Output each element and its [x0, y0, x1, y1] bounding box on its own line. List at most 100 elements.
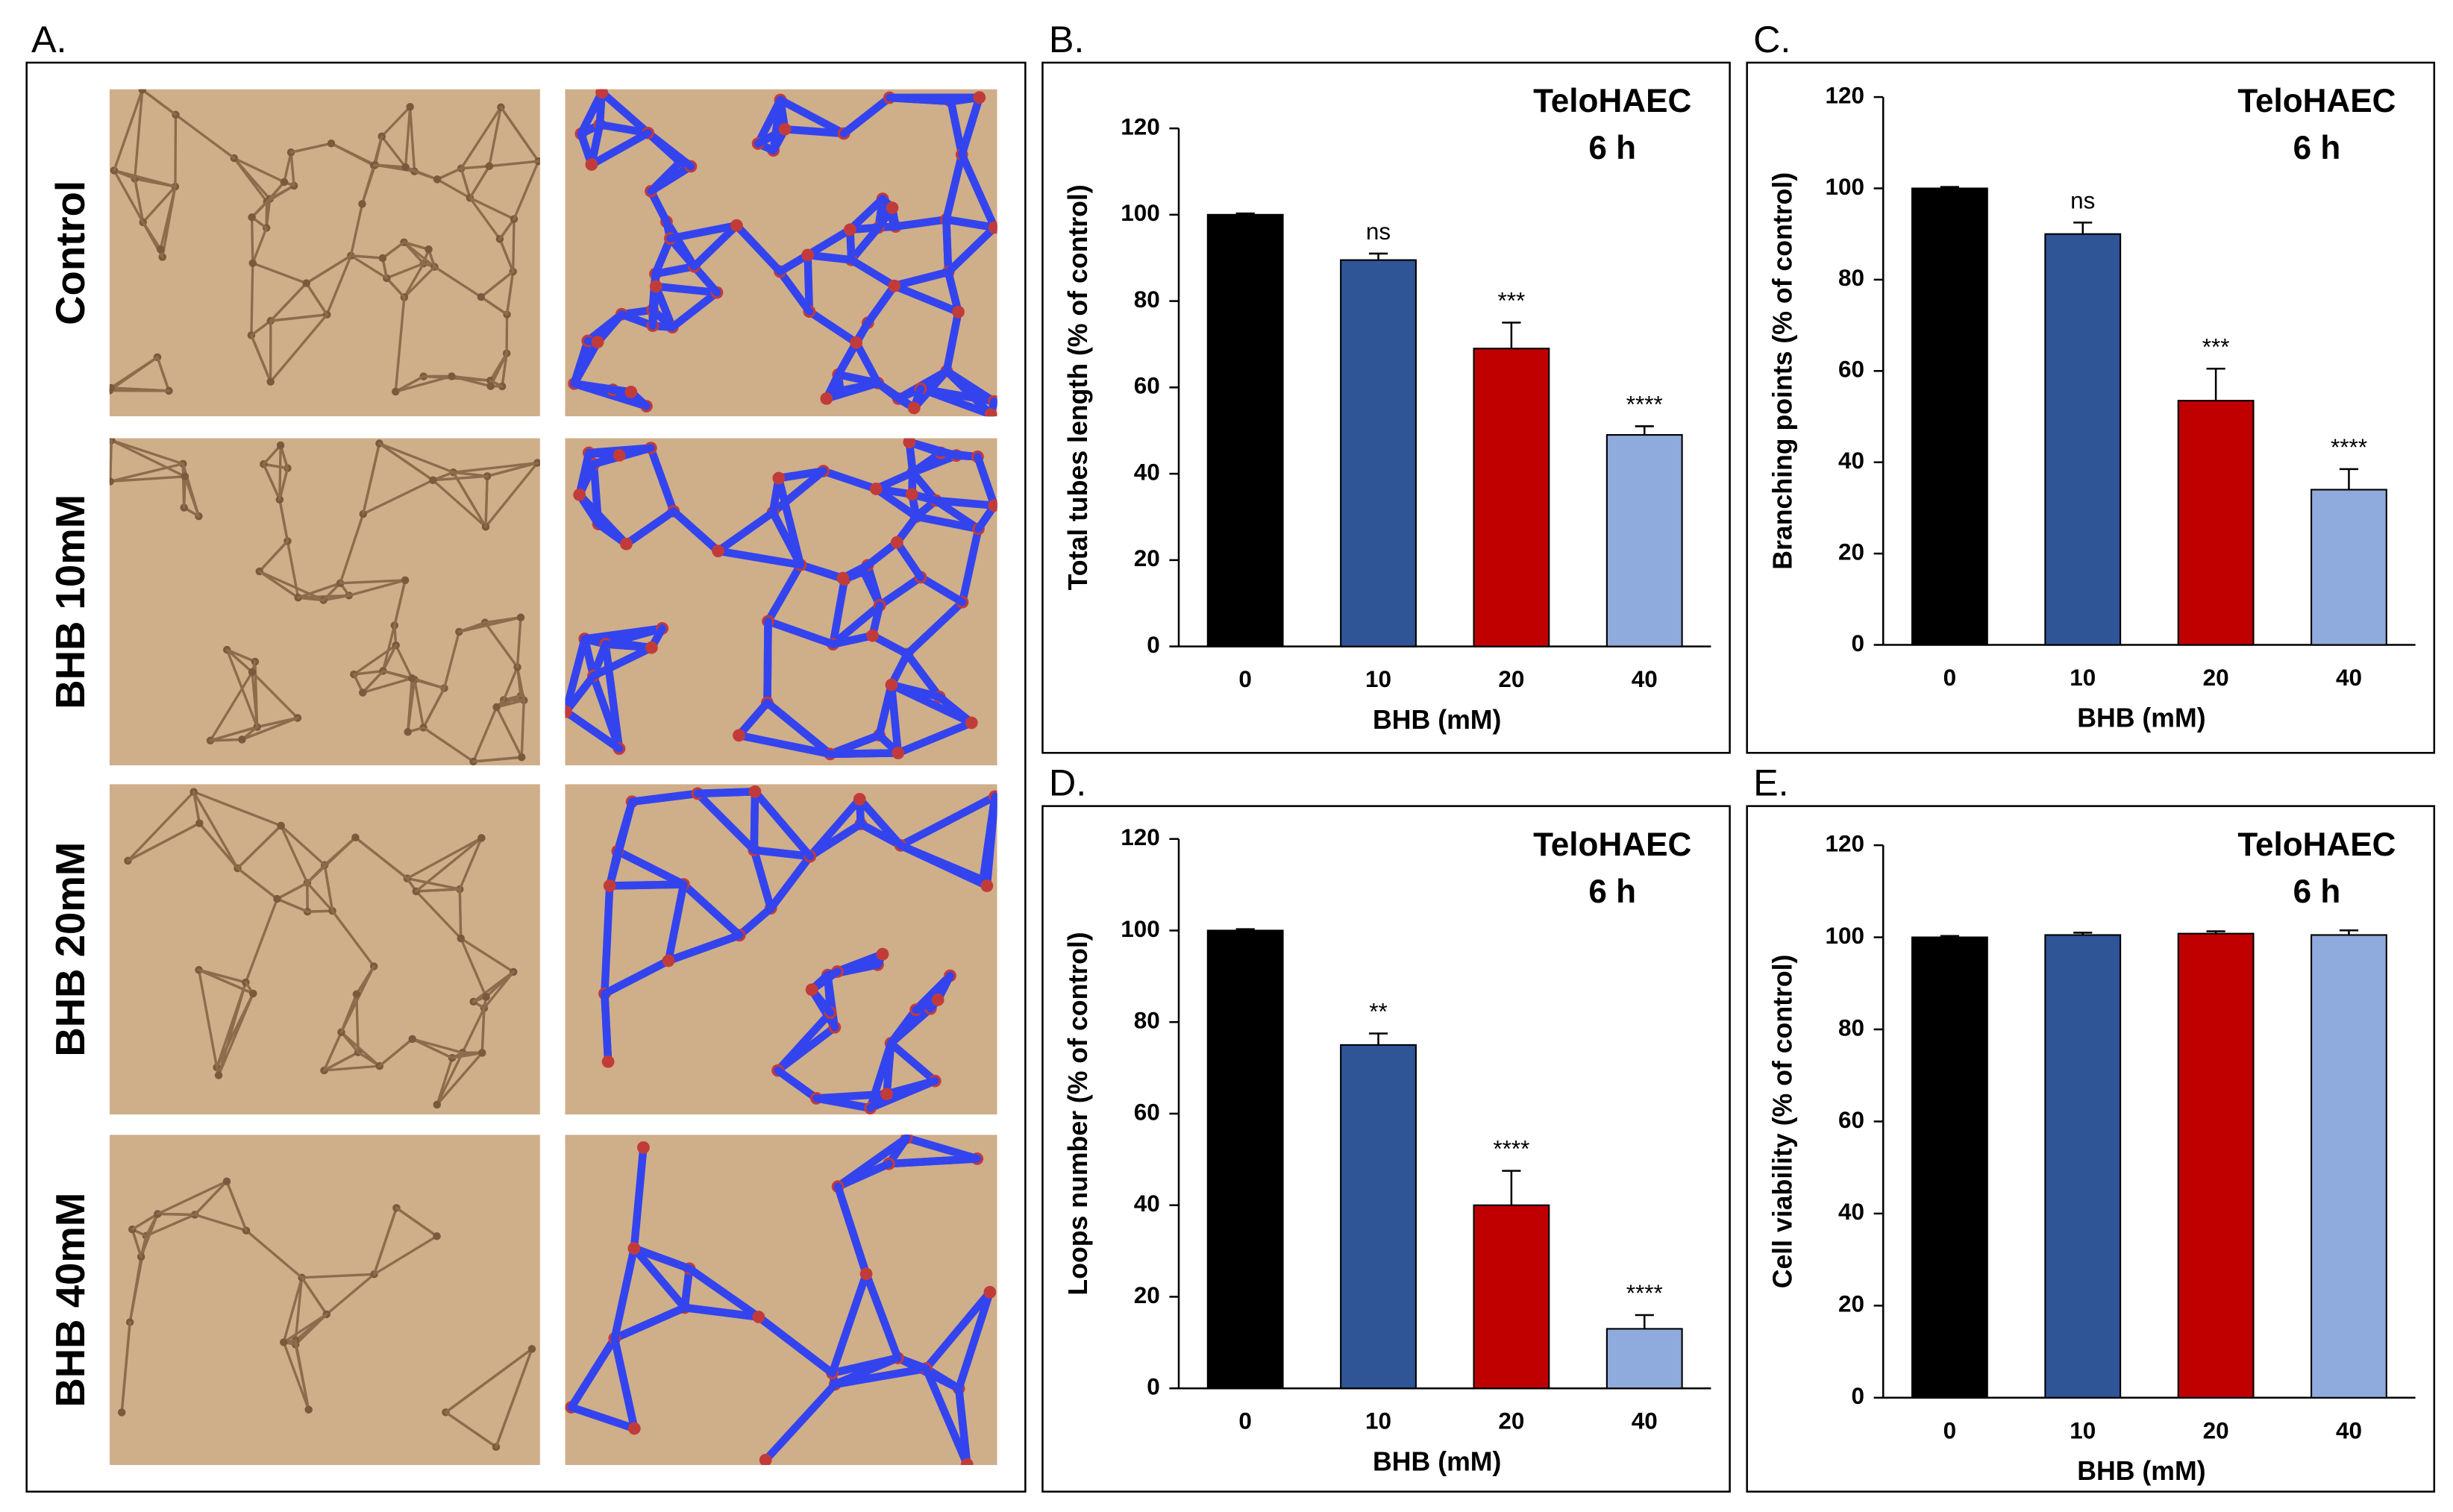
node: [888, 279, 901, 292]
tube: [651, 234, 674, 278]
tube: [714, 547, 805, 569]
tube: [768, 467, 827, 517]
tube: [875, 680, 896, 739]
tube: [250, 319, 272, 337]
tube: [776, 267, 814, 316]
tube: [381, 644, 398, 673]
tube: [886, 1039, 939, 1085]
tube: [451, 461, 539, 474]
tube: [829, 601, 884, 648]
tube: [622, 507, 678, 548]
tube: [805, 307, 860, 347]
tube: [251, 671, 259, 729]
tube: [947, 97, 966, 159]
tube: [570, 338, 602, 388]
node: [352, 990, 361, 999]
tube: [872, 468, 917, 493]
tube: [431, 474, 489, 482]
tube: [567, 1334, 619, 1411]
node: [752, 1311, 765, 1323]
tube: [472, 706, 498, 763]
node: [620, 537, 633, 550]
tube: [469, 165, 491, 200]
tube: [922, 1288, 994, 1373]
tube: [469, 196, 516, 221]
node: [585, 158, 598, 171]
node: [988, 221, 997, 234]
tube: [349, 254, 389, 280]
bar: [1911, 187, 1988, 646]
tube: [565, 707, 624, 753]
node: [433, 175, 442, 183]
node: [748, 785, 762, 798]
y-tick-label: 80: [1134, 1008, 1160, 1034]
tube: [460, 165, 491, 170]
node: [276, 441, 285, 450]
chart-title: TeloHAEC: [2237, 826, 2396, 863]
tube: [444, 1411, 498, 1449]
tube: [265, 198, 272, 230]
panel-label: A.: [31, 18, 67, 60]
tube: [942, 307, 962, 375]
tube: [587, 120, 604, 169]
tube: [110, 439, 187, 478]
tube: [444, 1347, 533, 1414]
tube: [680, 880, 744, 940]
tube: [236, 824, 283, 870]
chart-subtitle: 6 h: [2293, 130, 2341, 166]
tube: [282, 1340, 310, 1411]
tube: [403, 262, 425, 299]
tube: [406, 876, 461, 891]
bar: [1340, 1044, 1417, 1390]
tube: [330, 909, 375, 968]
node: [905, 488, 918, 501]
tube: [669, 507, 722, 555]
tube: [516, 665, 525, 702]
tube: [974, 453, 997, 509]
tube: [495, 1347, 533, 1449]
x-tick-label: 0: [1943, 665, 1957, 691]
node: [378, 254, 387, 263]
tube: [415, 888, 461, 893]
tube: [142, 221, 162, 251]
tube: [460, 106, 503, 170]
tube: [404, 105, 412, 169]
node: [772, 471, 786, 485]
tube: [460, 937, 515, 973]
node: [573, 488, 586, 501]
node: [109, 383, 115, 392]
tube: [856, 795, 905, 850]
node: [624, 386, 638, 398]
chart-title: TeloHAEC: [1533, 83, 1691, 119]
node: [844, 223, 856, 236]
tube: [126, 821, 201, 862]
tube: [903, 597, 967, 659]
tube: [668, 288, 721, 331]
node: [880, 1088, 893, 1101]
panel-label: E.: [1753, 762, 1789, 804]
tube: [251, 226, 268, 265]
tube: [751, 788, 815, 861]
node: [601, 1055, 615, 1068]
tube: [233, 157, 286, 183]
tube: [839, 93, 894, 138]
x-tick-label: 40: [1632, 666, 1658, 692]
y-tick-label: 120: [1826, 830, 1865, 856]
tube: [595, 120, 652, 137]
tube: [120, 1320, 131, 1414]
tube: [394, 374, 454, 393]
tube: [498, 217, 516, 241]
tube: [469, 196, 501, 241]
chart-title: TeloHAEC: [2237, 83, 2396, 119]
node: [408, 1035, 416, 1044]
node: [859, 1267, 873, 1281]
tube: [355, 964, 375, 996]
tube: [406, 836, 483, 880]
tube: [885, 1155, 982, 1168]
tube: [598, 89, 652, 137]
node: [637, 1141, 650, 1154]
tube: [451, 471, 487, 528]
micrograph-background: [109, 784, 540, 1115]
